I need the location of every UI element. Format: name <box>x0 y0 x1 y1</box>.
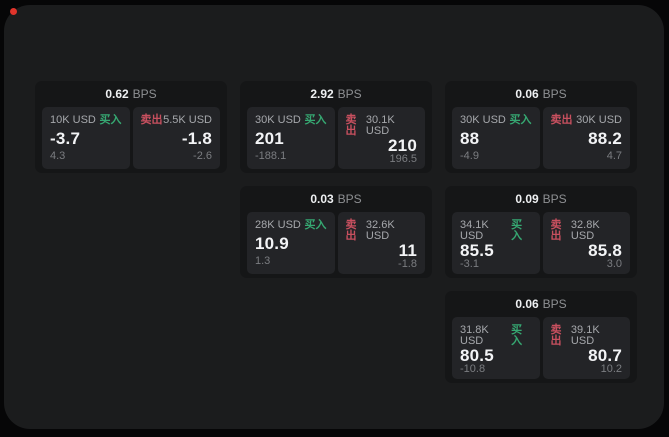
quote-card: 0.06 BPS 31.8K USD 买入 80.5 -10.8 卖出 39.1… <box>445 291 637 383</box>
buy-button[interactable]: 买入 <box>304 114 327 126</box>
card-header: 0.09 BPS <box>445 186 637 212</box>
sell-pane[interactable]: 卖出 30K USD 88.2 4.7 <box>542 107 630 169</box>
buy-amount: 28K USD <box>255 219 301 231</box>
sell-button[interactable]: 卖出 <box>550 324 562 347</box>
buy-pane[interactable]: 30K USD 买入 88 -4.9 <box>452 107 540 169</box>
sell-delta: -2.6 <box>193 150 212 162</box>
sell-pane[interactable]: 卖出 39.1K USD 80.7 10.2 <box>542 317 630 379</box>
buy-pane[interactable]: 34.1K USD 买入 85.5 -3.1 <box>452 212 540 274</box>
bps-value: 0.03 <box>310 192 334 206</box>
quote-panes: 31.8K USD 买入 80.5 -10.8 卖出 39.1K USD 80.… <box>445 317 637 379</box>
sell-price: 210 <box>388 136 417 155</box>
bps-unit-label: BPS <box>337 87 362 101</box>
recording-dot <box>10 8 17 15</box>
sell-pane[interactable]: 卖出 30.1K USD 210 196.5 <box>337 107 425 169</box>
buy-pane[interactable]: 30K USD 买入 201 -188.1 <box>247 107 335 169</box>
buy-amount: 30K USD <box>255 114 301 126</box>
quote-panes: 30K USD 买入 88 -4.9 卖出 30K USD 88.2 4.7 <box>445 107 637 169</box>
bps-value: 2.92 <box>310 87 334 101</box>
sell-amount: 30K USD <box>576 114 622 126</box>
buy-amount: 31.8K USD <box>460 324 489 347</box>
sell-button[interactable]: 卖出 <box>140 114 163 126</box>
sell-delta: 10.2 <box>600 363 622 375</box>
bps-unit-label: BPS <box>542 87 567 101</box>
card-header: 2.92 BPS <box>240 81 432 107</box>
buy-button[interactable]: 买入 <box>509 114 532 126</box>
sell-price: 88.2 <box>588 129 622 148</box>
quote-card: 2.92 BPS 30K USD 买入 201 -188.1 卖出 30.1K … <box>240 81 432 173</box>
bps-unit-label: BPS <box>132 87 157 101</box>
sell-pane[interactable]: 卖出 32.6K USD 11 -1.8 <box>337 212 425 274</box>
buy-pane[interactable]: 28K USD 买入 10.9 1.3 <box>247 212 335 274</box>
buy-price: 80.5 <box>460 346 494 365</box>
sell-button[interactable]: 卖出 <box>550 219 562 242</box>
buy-amount: 10K USD <box>50 114 96 126</box>
card-header: 0.62 BPS <box>35 81 227 107</box>
sell-button[interactable]: 卖出 <box>345 219 357 242</box>
bps-value: 0.06 <box>515 87 539 101</box>
sell-amount: 5.5K USD <box>163 114 212 126</box>
quote-card: 0.62 BPS 10K USD 买入 -3.7 4.3 卖出 5.5K USD… <box>35 81 227 173</box>
buy-price: -3.7 <box>50 129 81 148</box>
buy-delta: 4.3 <box>50 150 66 162</box>
buy-amount: 34.1K USD <box>460 219 489 242</box>
quote-panes: 28K USD 买入 10.9 1.3 卖出 32.6K USD 11 -1.8 <box>240 212 432 274</box>
quote-panes: 34.1K USD 买入 85.5 -3.1 卖出 32.8K USD 85.8… <box>445 212 637 274</box>
bps-value: 0.09 <box>515 192 539 206</box>
app-panel: 0.62 BPS 10K USD 买入 -3.7 4.3 卖出 5.5K USD… <box>4 5 664 429</box>
quote-card: 0.03 BPS 28K USD 买入 10.9 1.3 卖出 32.6K US… <box>240 186 432 278</box>
card-header: 0.03 BPS <box>240 186 432 212</box>
bps-unit-label: BPS <box>542 297 567 311</box>
sell-amount: 32.6K USD <box>365 219 395 242</box>
sell-price: -1.8 <box>181 129 212 148</box>
quote-panes: 10K USD 买入 -3.7 4.3 卖出 5.5K USD -1.8 -2.… <box>35 107 227 169</box>
card-header: 0.06 BPS <box>445 291 637 317</box>
buy-price: 85.5 <box>460 241 494 260</box>
buy-button[interactable]: 买入 <box>511 219 523 242</box>
buy-price: 88 <box>460 129 480 148</box>
sell-pane[interactable]: 卖出 32.8K USD 85.8 3.0 <box>542 212 630 274</box>
buy-price: 10.9 <box>255 234 289 253</box>
buy-delta: -3.1 <box>460 258 479 270</box>
buy-price: 201 <box>255 129 284 148</box>
sell-amount: 39.1K USD <box>570 324 600 347</box>
sell-pane[interactable]: 卖出 5.5K USD -1.8 -2.6 <box>132 107 220 169</box>
sell-delta: 3.0 <box>606 258 622 270</box>
buy-pane[interactable]: 10K USD 买入 -3.7 4.3 <box>42 107 130 169</box>
buy-amount: 30K USD <box>460 114 506 126</box>
sell-button[interactable]: 卖出 <box>345 114 357 137</box>
bps-value: 0.62 <box>105 87 129 101</box>
buy-pane[interactable]: 31.8K USD 买入 80.5 -10.8 <box>452 317 540 379</box>
quote-card: 0.06 BPS 30K USD 买入 88 -4.9 卖出 30K USD 8… <box>445 81 637 173</box>
bps-value: 0.06 <box>515 297 539 311</box>
sell-amount: 32.8K USD <box>570 219 600 242</box>
sell-delta: 4.7 <box>606 150 622 162</box>
bps-unit-label: BPS <box>337 192 362 206</box>
buy-delta: -188.1 <box>255 150 287 162</box>
buy-delta: -4.9 <box>460 150 479 162</box>
buy-button[interactable]: 买入 <box>511 324 523 347</box>
sell-price: 85.8 <box>588 241 622 260</box>
sell-price: 11 <box>398 241 417 260</box>
sell-amount: 30.1K USD <box>365 114 395 137</box>
sell-delta: 196.5 <box>389 153 417 165</box>
quote-card: 0.09 BPS 34.1K USD 买入 85.5 -3.1 卖出 32.8K… <box>445 186 637 278</box>
card-header: 0.06 BPS <box>445 81 637 107</box>
bps-unit-label: BPS <box>542 192 567 206</box>
buy-button[interactable]: 买入 <box>304 219 327 231</box>
buy-delta: 1.3 <box>255 255 271 267</box>
sell-button[interactable]: 卖出 <box>550 114 573 126</box>
buy-button[interactable]: 买入 <box>99 114 122 126</box>
buy-delta: -10.8 <box>460 363 486 375</box>
sell-delta: -1.8 <box>398 258 417 270</box>
quote-panes: 30K USD 买入 201 -188.1 卖出 30.1K USD 210 1… <box>240 107 432 169</box>
sell-price: 80.7 <box>588 346 622 365</box>
